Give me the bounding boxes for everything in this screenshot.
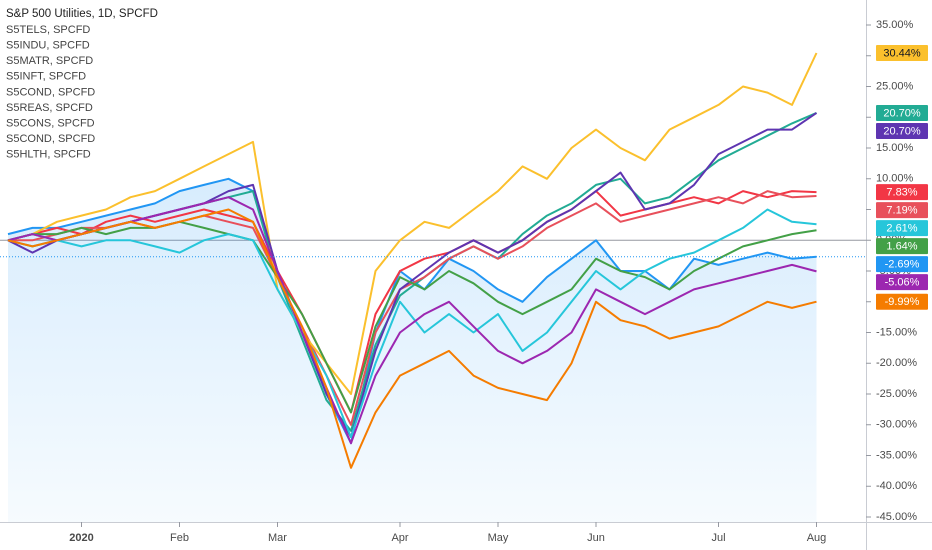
x-tick-label: Jul <box>711 532 725 544</box>
last-value-label: 20.70% <box>883 107 921 119</box>
last-value-label: -5.06% <box>885 277 920 289</box>
y-tick-label: 35.00% <box>876 19 914 31</box>
legend-entry: S5REAS, SPCFD <box>6 102 93 114</box>
last-value-badge <box>876 45 928 62</box>
last-value-label: 20.70% <box>883 125 921 137</box>
last-value-badge <box>876 184 928 201</box>
legend-entry: S5INFT, SPCFD <box>6 71 86 83</box>
last-value-label: 2.61% <box>886 223 917 235</box>
legend-entry: S5COND, SPCFD <box>6 86 95 98</box>
legend-entry: S5CONS, SPCFD <box>6 118 95 130</box>
series-line <box>7 52 818 395</box>
y-tick-label: -25.00% <box>876 388 917 400</box>
legend-entry: S5MATR, SPCFD <box>6 55 93 67</box>
x-tick-label: Mar <box>268 532 287 544</box>
last-value-badge <box>876 104 928 121</box>
last-value-label: 7.83% <box>886 187 917 199</box>
y-tick-label: -20.00% <box>876 357 917 369</box>
last-value-badge <box>876 256 928 273</box>
legend-entry: S5INDU, SPCFD <box>6 40 90 52</box>
x-tick-label: Jun <box>587 532 605 544</box>
last-value-badge <box>876 238 928 255</box>
last-value-label: -9.99% <box>885 296 920 308</box>
last-value-badge <box>876 122 928 139</box>
last-value-label: 30.44% <box>883 47 921 59</box>
y-tick-label: -35.00% <box>876 449 917 461</box>
x-tick-label: Apr <box>391 532 408 544</box>
legend: S&P 500 Utilities, 1D, SPCFD S5TELS, SPC… <box>6 8 158 161</box>
series-line <box>7 196 817 445</box>
x-tick-label: Aug <box>807 532 827 544</box>
last-value-label: 7.19% <box>886 205 917 217</box>
legend-entry: S5TELS, SPCFD <box>6 24 90 36</box>
last-value-label: 1.64% <box>886 241 917 253</box>
last-value-badge <box>876 293 928 310</box>
series-line <box>7 208 817 469</box>
last-value-badge <box>876 202 928 219</box>
chart-title: S&P 500 Utilities, 1D, SPCFD <box>6 8 158 20</box>
axes: 35.00%30.00%25.00%20.00%15.00%10.00%5.00… <box>69 19 928 544</box>
x-tick-label: 2020 <box>69 532 93 544</box>
y-tick-label: -45.00% <box>876 511 917 523</box>
last-value-badge <box>876 274 928 291</box>
legend-entry: S5HLTH, SPCFD <box>6 149 91 161</box>
y-tick-label: 10.00% <box>876 173 914 185</box>
x-tick-label: Feb <box>170 532 189 544</box>
x-tick-label: May <box>488 532 509 544</box>
legend-entry: S5COND, SPCFD <box>6 133 95 145</box>
y-tick-label: 15.00% <box>876 142 914 154</box>
y-tick-label: 25.00% <box>876 80 914 92</box>
y-tick-label: -40.00% <box>876 480 917 492</box>
series-line <box>7 220 817 414</box>
last-value-label: -2.69% <box>885 259 920 271</box>
y-tick-label: -15.00% <box>876 326 917 338</box>
series-line <box>7 208 817 439</box>
plot-area <box>0 52 866 523</box>
last-value-badge <box>876 220 928 237</box>
y-tick-label: -30.00% <box>876 419 917 431</box>
